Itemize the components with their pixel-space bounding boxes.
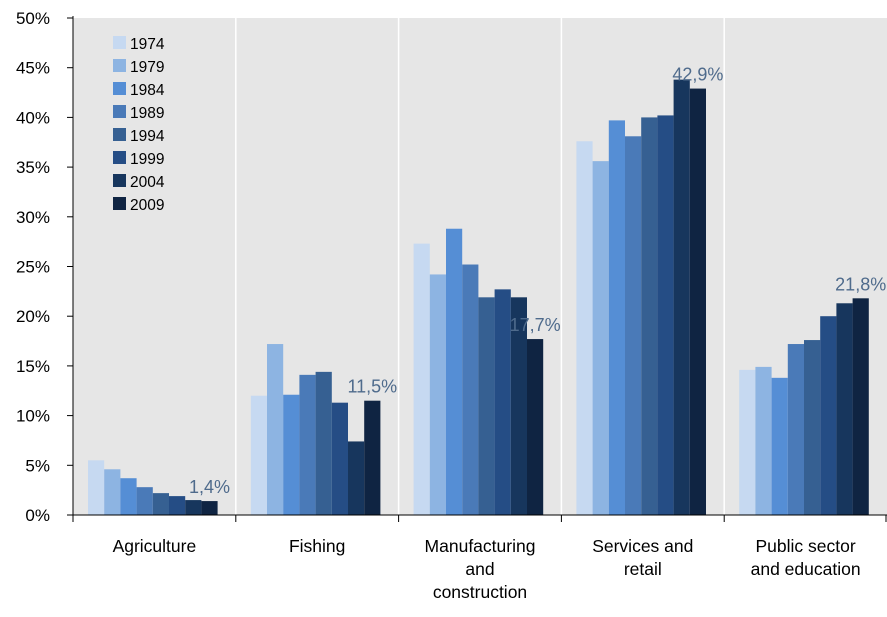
value-annotation: 42,9%: [672, 65, 723, 85]
legend-swatch-1979: [113, 59, 126, 72]
bar-1979-1: [267, 344, 284, 515]
bar-2009-1: [364, 400, 381, 515]
legend-label: 1999: [130, 151, 164, 168]
y-tick-label: 0%: [25, 506, 50, 525]
x-category-label: Services and: [592, 536, 693, 556]
value-annotation: 11,5%: [347, 377, 397, 397]
legend-swatch-1974: [113, 36, 126, 49]
bar-1974-0: [88, 460, 105, 515]
legend-swatch-1984: [113, 82, 126, 95]
bar-2009-2: [527, 339, 544, 515]
value-annotation: 17,7%: [510, 315, 561, 335]
x-category-label: Agriculture: [113, 536, 197, 556]
y-tick-label: 30%: [16, 208, 50, 227]
bar-1999-1: [331, 402, 348, 515]
bar-1979-4: [755, 366, 772, 515]
bar-1984-3: [608, 120, 625, 515]
legend-swatch-1999: [113, 151, 126, 164]
bar-1979-0: [104, 469, 121, 515]
x-category-label: Manufacturing: [425, 536, 536, 556]
bar-2004-0: [185, 500, 202, 515]
bar-1999-3: [657, 115, 674, 515]
bar-1989-4: [787, 344, 804, 515]
bar-2004-2: [510, 297, 527, 515]
bar-1974-2: [413, 243, 430, 515]
legend-label: 1979: [130, 59, 164, 76]
bar-1984-2: [446, 228, 463, 516]
legend-swatch-1994: [113, 128, 126, 141]
legend-swatch-1989: [113, 105, 126, 118]
bar-1994-4: [804, 340, 821, 515]
x-category-label: Public sector: [756, 536, 856, 556]
bar-2009-0: [201, 501, 218, 515]
bar-1999-0: [169, 496, 186, 515]
bar-1979-2: [429, 274, 446, 515]
bar-1979-3: [592, 161, 609, 515]
y-tick-label: 10%: [16, 407, 50, 426]
x-category-label: Fishing: [289, 536, 345, 556]
y-tick-label: 35%: [16, 158, 50, 177]
bar-1984-1: [283, 394, 300, 515]
bar-1994-1: [315, 371, 332, 515]
legend-label: 1974: [130, 36, 165, 53]
bar-1994-3: [641, 117, 658, 516]
bar-1999-2: [494, 289, 511, 515]
bar-2004-1: [348, 441, 365, 515]
y-tick-label: 40%: [16, 108, 50, 127]
legend-label: 1994: [130, 128, 165, 145]
value-annotation: 1,4%: [189, 477, 230, 497]
legend-label: 1984: [130, 82, 165, 99]
bar-2004-4: [836, 303, 853, 515]
bar-1989-2: [462, 264, 479, 515]
x-category-label: and: [465, 559, 494, 579]
y-tick-label: 25%: [16, 258, 50, 277]
bar-1974-1: [250, 395, 267, 515]
legend-label: 2009: [130, 197, 164, 214]
bar-1974-4: [739, 369, 756, 515]
bar-1994-2: [478, 297, 495, 515]
legend-label: 1989: [130, 105, 164, 122]
bar-1974-3: [576, 141, 593, 515]
bar-1994-0: [152, 493, 169, 515]
y-tick-label: 20%: [16, 307, 50, 326]
y-tick-label: 45%: [16, 59, 50, 78]
y-tick-label: 50%: [16, 9, 50, 28]
bar-2009-3: [689, 88, 706, 515]
bar-2009-4: [852, 298, 869, 515]
bar-1984-4: [771, 377, 788, 515]
x-category-label: construction: [433, 582, 527, 602]
bar-1999-4: [820, 316, 837, 515]
bar-1989-0: [136, 487, 153, 515]
y-tick-label: 5%: [25, 456, 50, 475]
legend-swatch-2009: [113, 197, 126, 210]
legend-label: 2004: [130, 174, 165, 191]
bar-1989-3: [625, 136, 642, 516]
x-category-label: and education: [751, 559, 861, 579]
legend-swatch-2004: [113, 174, 126, 187]
y-tick-label: 15%: [16, 357, 50, 376]
bar-2004-3: [673, 79, 690, 515]
value-annotation: 21,8%: [835, 274, 886, 294]
bar-1989-1: [299, 374, 316, 515]
bar-1984-0: [120, 478, 137, 515]
x-category-label: retail: [624, 559, 662, 579]
